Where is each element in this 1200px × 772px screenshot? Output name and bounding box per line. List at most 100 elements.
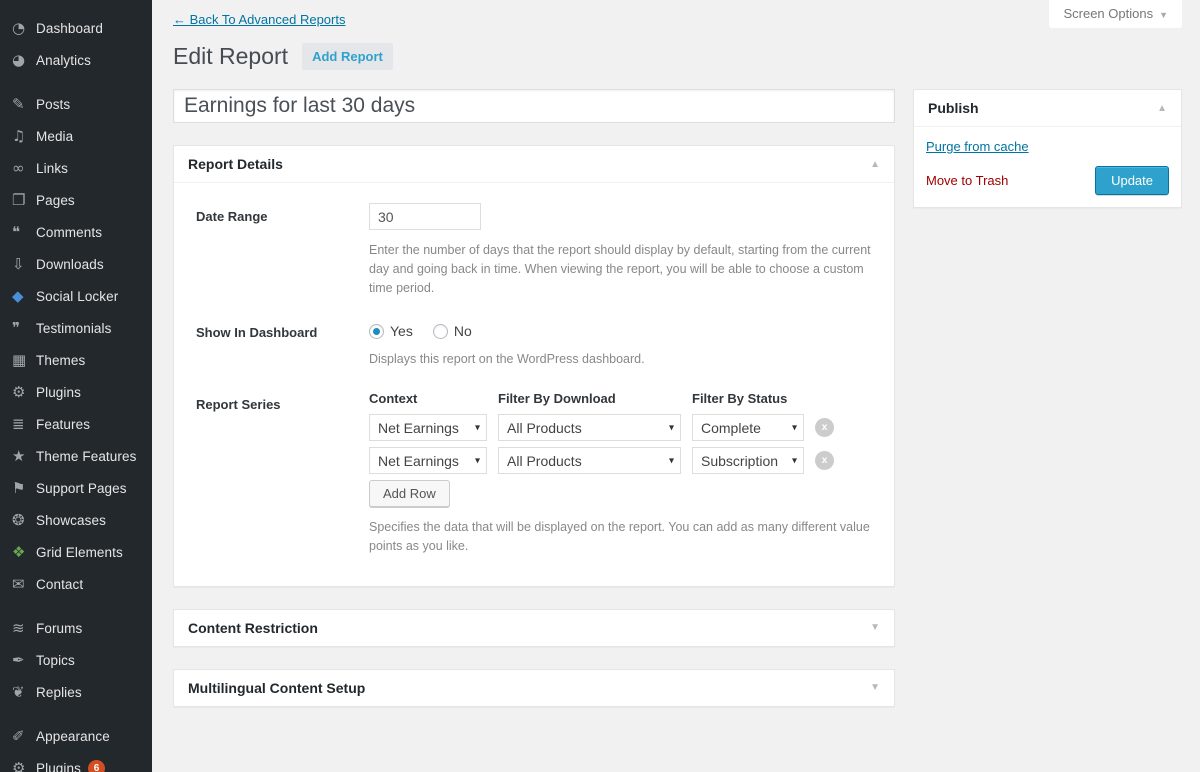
sidebar-item-label: Appearance: [36, 728, 110, 744]
plugins-update-count-badge: 6: [87, 759, 105, 772]
posts-icon: ✎: [12, 95, 25, 113]
radio-unchecked-icon[interactable]: [432, 323, 448, 339]
report-details-title: Report Details: [188, 156, 283, 172]
screen-options-label: Screen Options: [1063, 6, 1154, 21]
expand-arrow-icon[interactable]: ▼: [870, 682, 880, 693]
analytics-icon: ◕: [12, 51, 26, 69]
context-select-row2[interactable]: Net Earnings: [369, 447, 487, 474]
sidebar-item-testimonials[interactable]: ❞ Testimonials: [0, 312, 152, 344]
show-in-dashboard-description: Displays this report on the WordPress da…: [369, 352, 645, 367]
media-icon: ♫: [12, 127, 26, 145]
sidebar-item-social-locker[interactable]: ◆ Social Locker: [0, 280, 152, 312]
filter-by-status-select-row1[interactable]: Complete: [692, 414, 804, 441]
sidebar-item-media[interactable]: ♫ Media: [0, 120, 152, 152]
support-pages-icon: ⚑: [12, 479, 26, 497]
sidebar-item-pages[interactable]: ❐ Pages: [0, 184, 152, 216]
add-report-button[interactable]: Add Report: [302, 43, 393, 70]
sidebar-item-appearance[interactable]: ✐ Appearance: [0, 720, 152, 752]
sidebar-item-posts[interactable]: ✎ Posts: [0, 88, 152, 120]
report-title-input[interactable]: [173, 89, 895, 123]
date-range-label: Date Range: [196, 209, 268, 224]
expand-arrow-icon[interactable]: ▼: [870, 622, 880, 633]
sidebar-item-plugins-2[interactable]: ⚙ Plugins 6: [0, 752, 152, 772]
filter-by-status-column-header: Filter By Status: [692, 391, 788, 406]
sidebar-item-contact[interactable]: ✉ Contact: [0, 568, 152, 600]
sidebar-item-forums[interactable]: ≋ Forums: [0, 612, 152, 644]
move-to-trash-link[interactable]: Move to Trash: [926, 173, 1009, 188]
show-in-dashboard-row: Show In Dashboard Yes No: [196, 319, 872, 369]
collapse-arrow-icon[interactable]: ▲: [1157, 102, 1167, 114]
content-restriction-panel: Content Restriction ▼: [173, 608, 895, 647]
add-row-button[interactable]: Add Row: [369, 480, 450, 507]
sidebar-item-label: Comments: [36, 224, 103, 240]
context-select-row1[interactable]: Net Earnings: [369, 414, 487, 441]
report-details-panel-header[interactable]: Report Details ▲: [174, 146, 894, 183]
plugins-icon: ⚙: [12, 383, 26, 401]
select-wrapper: Subscription: [692, 447, 804, 474]
sidebar-item-label: Plugins: [36, 760, 81, 772]
dashboard-icon: ◔: [12, 19, 26, 37]
topics-icon: ✒: [12, 651, 25, 669]
screen-options-button[interactable]: Screen Options ▼: [1049, 0, 1182, 28]
collapse-arrow-icon[interactable]: ▲: [870, 158, 880, 170]
sidebar-item-label: Features: [36, 416, 91, 432]
sidebar-item-support-pages[interactable]: ⚑ Support Pages: [0, 472, 152, 504]
forums-icon: ≋: [12, 619, 25, 637]
testimonials-icon: ❞: [12, 319, 21, 337]
sidebar-item-label: Testimonials: [36, 320, 112, 336]
sidebar-item-label: Showcases: [36, 512, 106, 528]
sidebar-item-theme-features[interactable]: ★ Theme Features: [0, 440, 152, 472]
sidebar-item-label: Social Locker: [36, 288, 119, 304]
filter-by-status-select-row2[interactable]: Subscription: [692, 447, 804, 474]
sidebar-item-label: Forums: [36, 620, 83, 636]
sidebar-item-plugins[interactable]: ⚙ Plugins: [0, 376, 152, 408]
remove-row-button[interactable]: x: [815, 418, 834, 437]
sidebar-item-replies[interactable]: ❦ Replies: [0, 676, 152, 708]
sidebar-item-label: Downloads: [36, 256, 104, 272]
sidebar-item-downloads[interactable]: ⇩ Downloads: [0, 248, 152, 280]
sidebar-item-topics[interactable]: ✒ Topics: [0, 644, 152, 676]
sidebar-separator: [0, 708, 152, 720]
multilingual-content-setup-panel: Multilingual Content Setup ▼: [173, 668, 895, 707]
update-button[interactable]: Update: [1095, 166, 1169, 195]
show-in-dashboard-yes-radio[interactable]: Yes: [369, 323, 413, 339]
sidebar-item-features[interactable]: ≣ Features: [0, 408, 152, 440]
sidebar-item-label: Topics: [36, 652, 75, 668]
select-wrapper: All Products: [498, 414, 681, 441]
theme-features-icon: ★: [12, 447, 26, 465]
select-wrapper: All Products: [498, 447, 681, 474]
sidebar-item-comments[interactable]: ❝ Comments: [0, 216, 152, 248]
pages-icon: ❐: [12, 191, 26, 209]
sidebar-item-grid-elements[interactable]: ❖ Grid Elements: [0, 536, 152, 568]
sidebar-item-dashboard[interactable]: ◔ Dashboard: [0, 12, 152, 44]
sidebar-item-label: Replies: [36, 684, 82, 700]
sidebar-item-label: Pages: [36, 192, 75, 208]
back-to-advanced-reports-link[interactable]: ← Back To Advanced Reports: [173, 12, 346, 27]
page-title: Edit Report: [173, 43, 289, 69]
sidebar-item-showcases[interactable]: ❂ Showcases: [0, 504, 152, 536]
content-restriction-panel-header[interactable]: Content Restriction ▼: [174, 610, 894, 646]
sidebar-item-analytics[interactable]: ◕ Analytics: [0, 44, 152, 76]
sidebar-item-label: Media: [36, 128, 74, 144]
sidebar-item-links[interactable]: ∞ Links: [0, 152, 152, 184]
content-restriction-title: Content Restriction: [188, 619, 318, 636]
contact-icon: ✉: [12, 575, 25, 593]
context-column-header: Context: [369, 391, 418, 406]
admin-sidebar: ◔ Dashboard ◕ Analytics ✎ Posts ♫ Media …: [0, 0, 152, 772]
remove-row-button[interactable]: x: [815, 451, 834, 470]
multilingual-content-setup-panel-header[interactable]: Multilingual Content Setup ▼: [174, 670, 894, 706]
purge-from-cache-link[interactable]: Purge from cache: [926, 139, 1029, 154]
themes-icon: ▦: [12, 351, 27, 369]
filter-by-download-select-row2[interactable]: All Products: [498, 447, 681, 474]
filter-by-download-select-row1[interactable]: All Products: [498, 414, 681, 441]
sidebar-item-label: Posts: [36, 96, 71, 112]
sidebar-item-label: Plugins: [36, 384, 81, 400]
radio-checked-icon[interactable]: [369, 323, 384, 339]
sidebar-item-themes[interactable]: ▦ Themes: [0, 344, 152, 376]
publish-panel-header[interactable]: Publish ▲: [914, 90, 1181, 127]
date-range-input[interactable]: [369, 203, 481, 230]
sidebar-separator: [0, 76, 152, 88]
report-series-description: Specifies the data that will be displaye…: [369, 520, 870, 553]
show-in-dashboard-no-radio[interactable]: No: [432, 323, 472, 339]
downloads-icon: ⇩: [12, 255, 25, 273]
